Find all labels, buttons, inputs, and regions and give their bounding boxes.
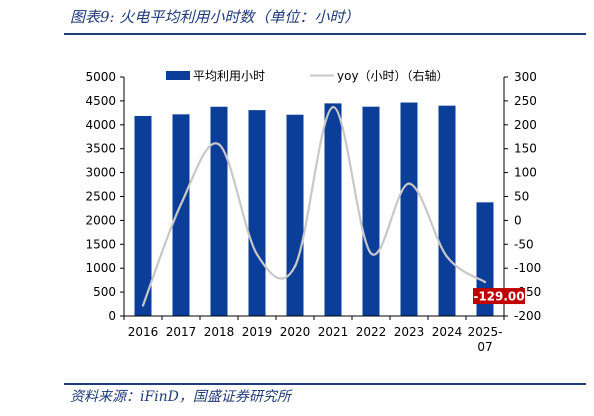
bar (286, 114, 304, 316)
bar (438, 105, 456, 317)
yoy-callout: -129.00 (473, 288, 525, 305)
bar (210, 106, 228, 316)
chart: 0500100015002000250030003500400045005000… (85, 68, 541, 354)
legend-bar-label: 平均利用小时 (193, 69, 265, 83)
right-tick-label: 200 (514, 118, 537, 132)
line-series (141, 105, 487, 307)
yoy-point (483, 280, 487, 284)
bar (400, 102, 418, 316)
right-tick-label: -50 (514, 237, 534, 251)
x-tick-label: 2016 (128, 325, 159, 339)
x-tick-label: 2024 (432, 325, 463, 339)
title-divider (64, 33, 586, 35)
x-tick-label: 2022 (356, 325, 387, 339)
x-tick-label: 2021 (318, 325, 349, 339)
callout-text: -129.00 (473, 290, 524, 304)
yoy-point (179, 202, 183, 206)
right-tick-label: 300 (514, 70, 537, 84)
bar (362, 106, 380, 316)
yoy-point (141, 304, 145, 307)
x-tick-label: 2018 (204, 325, 235, 339)
bar (134, 115, 152, 316)
yoy-point (255, 253, 259, 256)
x-tick-label: 2020 (280, 325, 311, 339)
yoy-point (445, 255, 449, 258)
right-tick-label: 150 (514, 142, 537, 156)
left-tick-label: 3500 (85, 142, 116, 156)
x-tick-label: 2023 (394, 325, 425, 339)
yoy-point (331, 105, 335, 109)
yoy-point (293, 265, 297, 268)
left-tick-label: 2000 (85, 213, 116, 227)
left-tick-label: 4500 (85, 94, 116, 108)
left-tick-label: 0 (108, 309, 116, 323)
right-tick-label: -200 (514, 309, 541, 323)
yoy-line (141, 106, 486, 306)
x-tick-label: 2019 (242, 325, 273, 339)
yoy-point (407, 182, 411, 185)
legend: 平均利用小时 yoy（小时）（右轴） (166, 68, 449, 83)
left-tick-label: 1000 (85, 261, 116, 275)
right-tick-label: 100 (514, 166, 537, 180)
right-tick-label: 250 (514, 94, 537, 108)
left-tick-label: 4000 (85, 118, 116, 132)
left-tick-label: 500 (93, 285, 116, 299)
x-tick-label: 2017 (166, 325, 197, 339)
right-tick-label: 0 (514, 213, 522, 227)
legend-line-label: yoy（小时）（右轴） (337, 68, 449, 83)
callout-box (473, 288, 525, 305)
x-tick-label: 2025-07 (468, 325, 503, 354)
right-tick-label: 50 (514, 190, 529, 204)
yoy-point (217, 143, 221, 146)
left-tick-label: 1500 (85, 237, 116, 251)
bar (324, 103, 342, 317)
bar (248, 110, 266, 316)
axes: 0500100015002000250030003500400045005000… (85, 70, 541, 354)
bar (476, 202, 494, 316)
page-title: 图表9: 火电平均利用小时数（单位：小时） (70, 8, 360, 26)
source-note: 资料来源：iFinD，国盛证券研究所 (70, 389, 291, 405)
bar-series (134, 102, 494, 317)
right-tick-label: -100 (514, 261, 541, 275)
legend-bar-swatch (166, 71, 190, 80)
source-divider (64, 383, 586, 385)
left-tick-label: 5000 (85, 70, 116, 84)
yoy-point (369, 252, 373, 255)
left-tick-label: 2500 (85, 190, 116, 204)
left-tick-label: 3000 (85, 166, 116, 180)
bar (172, 114, 190, 316)
